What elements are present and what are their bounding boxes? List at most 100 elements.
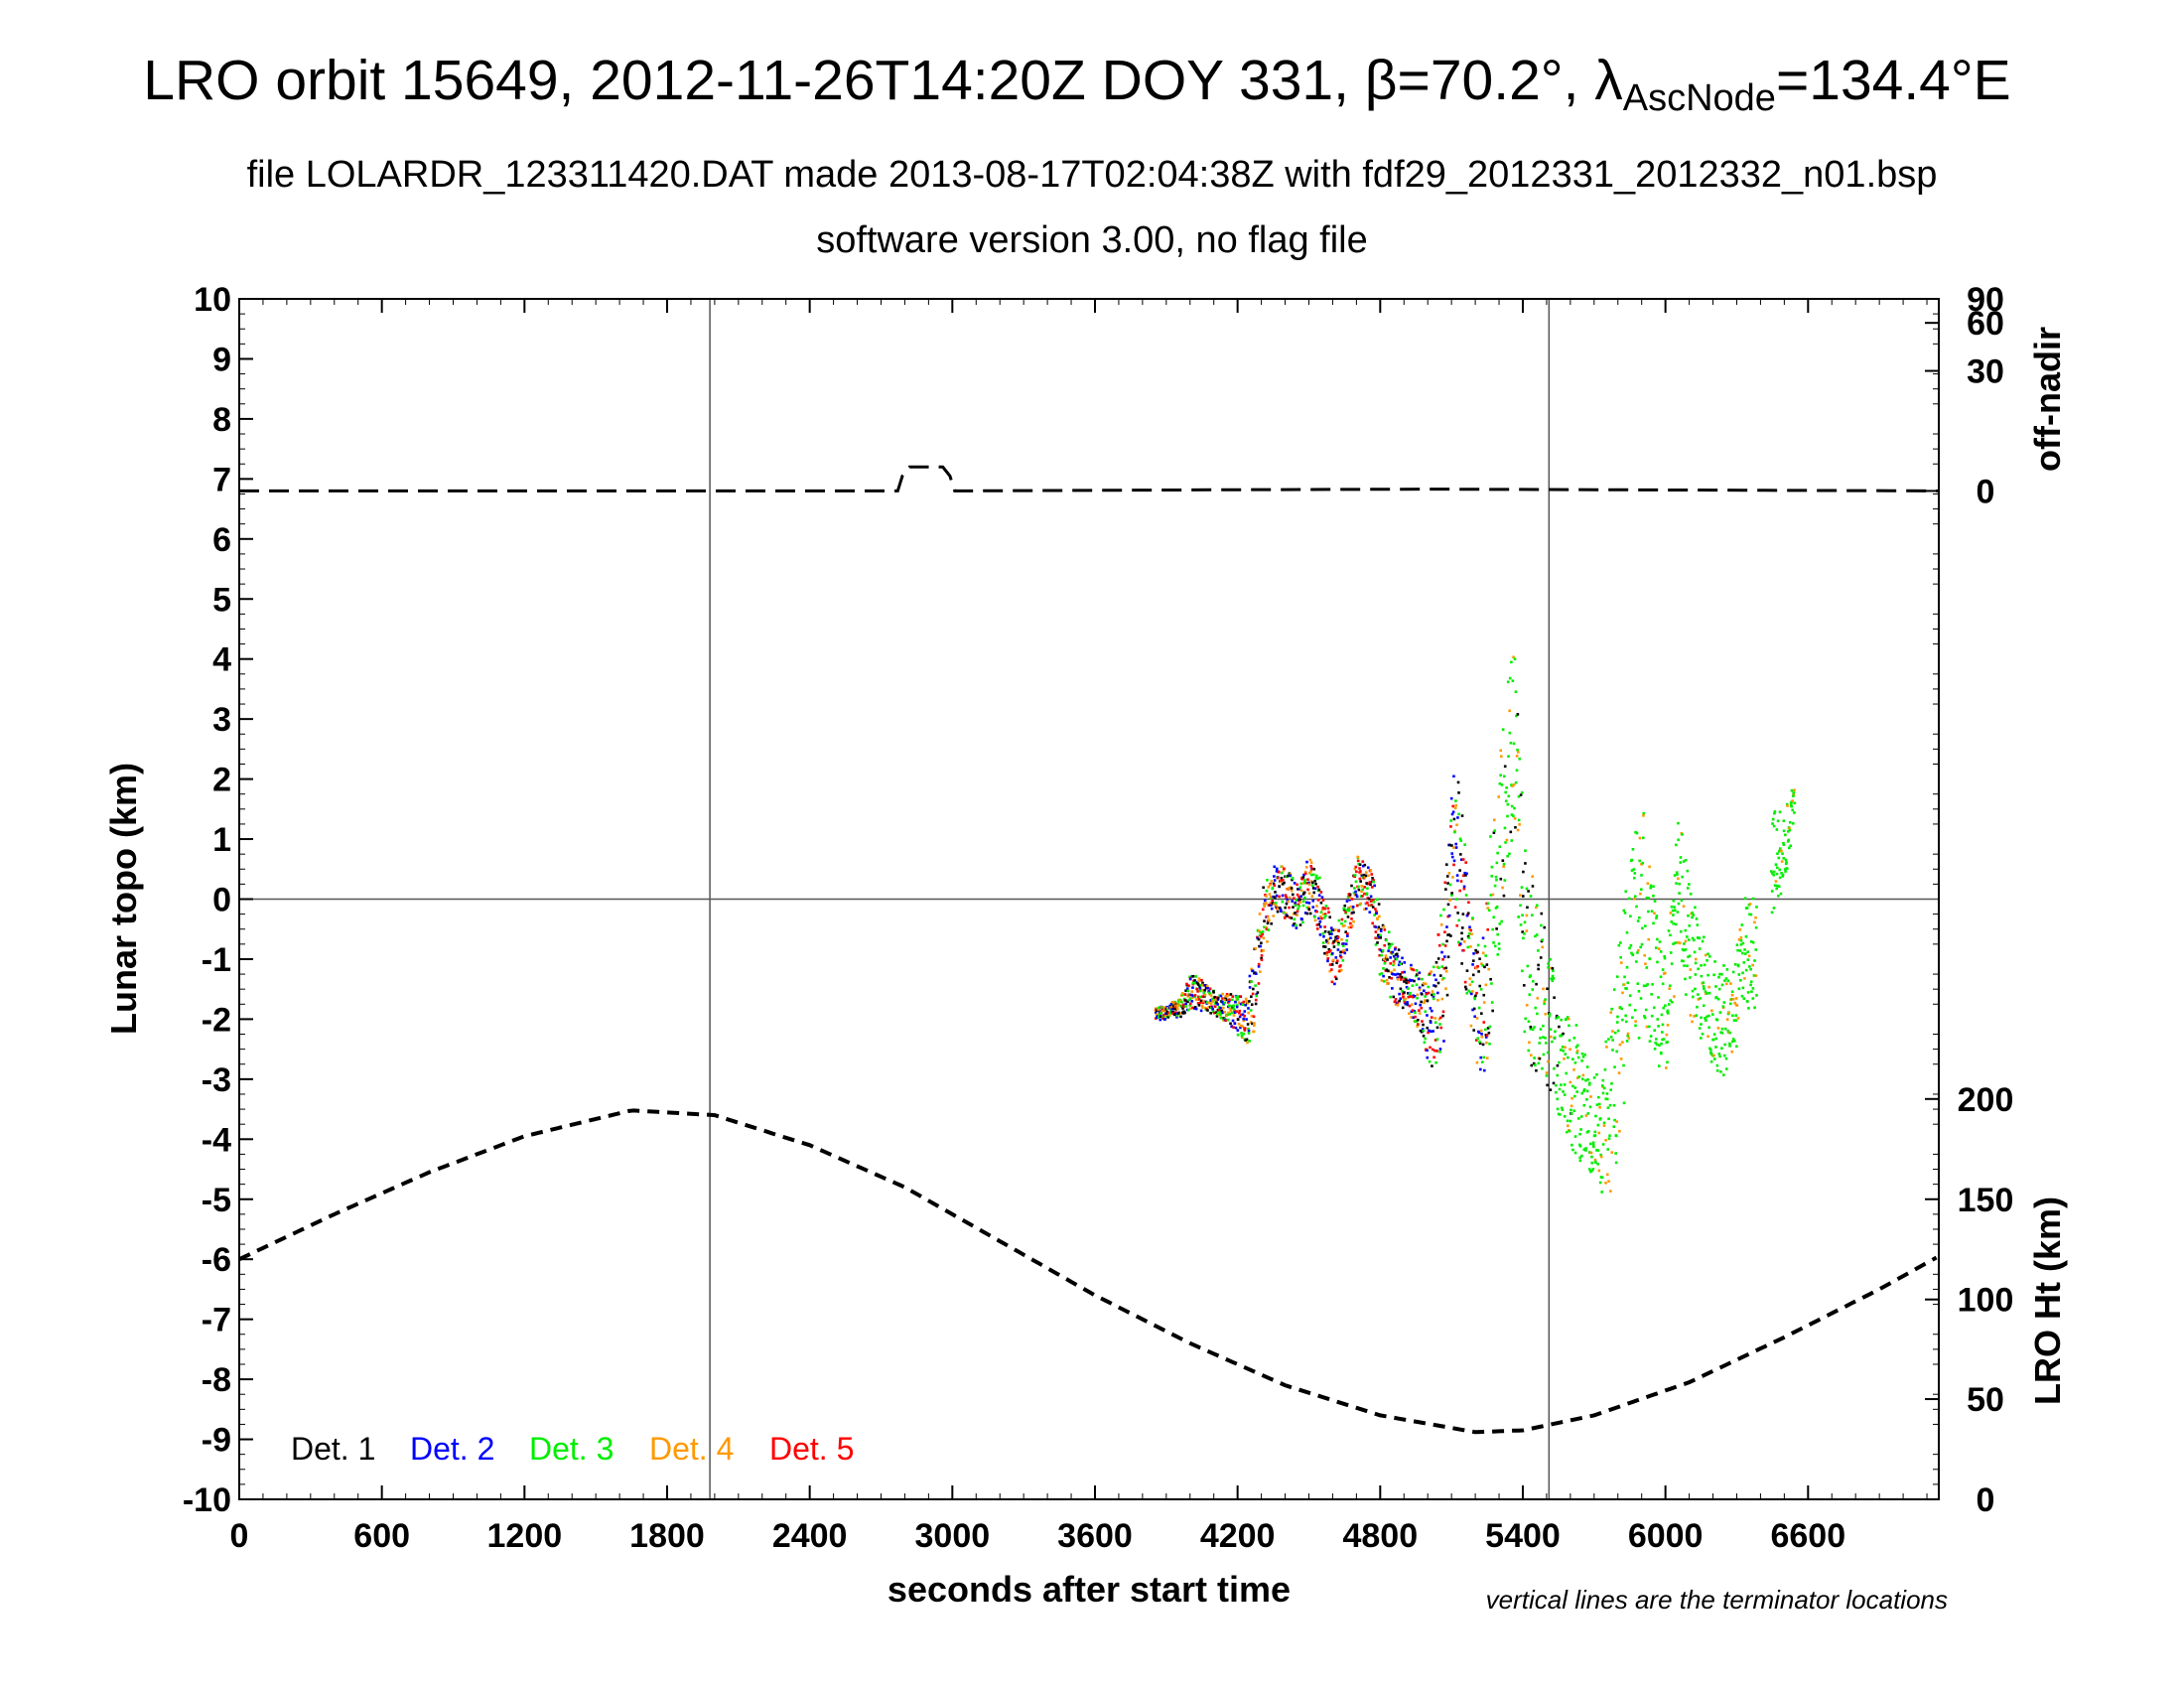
topo-point	[1497, 947, 1501, 950]
topo-point	[1719, 1070, 1722, 1073]
topo-point	[1686, 935, 1689, 938]
topo-point	[1180, 992, 1184, 995]
topo-point	[1473, 997, 1477, 1001]
topo-point	[1285, 896, 1288, 899]
topo-point	[1785, 867, 1789, 871]
topo-point	[1206, 986, 1209, 990]
topo-point	[1398, 999, 1401, 1003]
topo-point	[1404, 1002, 1408, 1006]
topo-point	[1529, 1054, 1533, 1057]
topo-point	[1433, 984, 1435, 987]
topo-point	[1771, 817, 1775, 821]
topo-point	[1350, 924, 1354, 927]
topo-point	[1652, 894, 1655, 898]
topo-point	[1523, 932, 1526, 935]
topo-point	[1375, 912, 1378, 915]
topo-point	[1211, 997, 1214, 1001]
topo-point	[1453, 830, 1456, 834]
topo-point	[1352, 891, 1356, 895]
topo-point	[1333, 982, 1336, 986]
topo-point	[1493, 884, 1497, 888]
topo-point	[1571, 1084, 1574, 1088]
topo-point	[1286, 898, 1290, 902]
topo-point	[1341, 944, 1345, 948]
topo-point	[1452, 859, 1456, 863]
topo-point	[1694, 906, 1697, 910]
topo-point	[1531, 988, 1535, 991]
topo-point	[1722, 1054, 1726, 1057]
topo-point	[1412, 968, 1416, 972]
topo-point	[1166, 1012, 1170, 1015]
topo-point	[1556, 1107, 1560, 1111]
topo-point	[1521, 930, 1525, 933]
topo-point	[1159, 1018, 1162, 1022]
topo-point	[1597, 1169, 1601, 1173]
topo-point	[1650, 910, 1654, 914]
topo-point	[1793, 788, 1796, 792]
topo-point	[1383, 957, 1386, 961]
topo-point	[1382, 925, 1386, 928]
topo-point	[1479, 1067, 1482, 1071]
topo-point	[1390, 976, 1393, 980]
topo-point	[1698, 936, 1702, 940]
topo-point	[1537, 967, 1540, 971]
topo-point	[1738, 928, 1742, 931]
topo-point	[1360, 885, 1364, 888]
topo-point	[1611, 1030, 1614, 1033]
topo-point	[1627, 1037, 1631, 1040]
topo-point	[1294, 902, 1297, 905]
topo-point	[1170, 1007, 1174, 1011]
topo-point	[1236, 998, 1239, 1001]
topo-point	[1195, 987, 1199, 991]
topo-point	[1508, 852, 1511, 856]
topo-point	[1261, 930, 1265, 933]
topo-point	[1265, 925, 1268, 929]
topo-point	[1201, 995, 1204, 998]
topo-point	[1303, 896, 1306, 900]
topo-point	[1722, 1001, 1726, 1004]
topo-point	[1392, 995, 1396, 999]
topo-point	[1441, 1014, 1444, 1018]
topo-point	[1501, 886, 1504, 890]
topo-point	[1168, 1013, 1171, 1017]
topo-point	[1194, 975, 1198, 978]
topo-point	[1604, 1139, 1607, 1142]
topo-point	[1310, 895, 1314, 898]
topo-point	[1374, 925, 1378, 928]
topo-point	[1273, 884, 1277, 888]
topo-point	[1482, 1055, 1486, 1059]
topo-point	[1728, 1045, 1731, 1048]
topo-point	[1290, 889, 1294, 893]
topo-point	[1326, 957, 1330, 960]
topo-point	[1471, 973, 1475, 977]
topo-point	[1415, 968, 1419, 972]
topo-point	[1556, 1097, 1560, 1101]
topo-point	[1237, 995, 1240, 998]
topo-point	[1659, 975, 1663, 979]
topo-point	[1191, 1006, 1194, 1010]
y-axis-label: Lunar topo (km)	[103, 763, 144, 1035]
topo-point	[1560, 1018, 1563, 1022]
topo-point	[1441, 976, 1445, 980]
topo-point	[1521, 969, 1524, 973]
topo-point	[1456, 879, 1459, 883]
topo-point	[1574, 1046, 1578, 1049]
topo-point	[1224, 995, 1228, 998]
topo-point	[1487, 1031, 1491, 1035]
topo-point	[1330, 963, 1334, 966]
topo-point	[1339, 955, 1343, 959]
topo-point	[1166, 1007, 1169, 1010]
topo-point	[1499, 774, 1502, 777]
topo-point	[1728, 1031, 1731, 1035]
topo-point	[1316, 899, 1320, 902]
topo-point	[1686, 887, 1690, 890]
topo-point	[1457, 918, 1461, 922]
topo-point	[1186, 995, 1190, 998]
topo-point	[1596, 1162, 1600, 1166]
topo-point	[1265, 927, 1269, 931]
topo-point	[1491, 1009, 1494, 1013]
topo-point	[1500, 783, 1504, 786]
topo-point	[1315, 910, 1318, 914]
topo-point	[1365, 892, 1369, 896]
topo-point	[1317, 922, 1321, 926]
